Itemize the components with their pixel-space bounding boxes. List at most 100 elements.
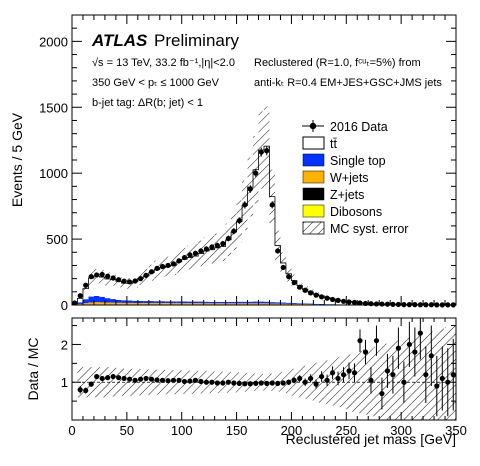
legend-item-ttbar: tt̄ xyxy=(302,136,337,151)
ratio-point xyxy=(83,387,89,394)
ratio-point xyxy=(148,376,155,382)
bar-w-jets xyxy=(110,302,116,305)
bar-w-jets xyxy=(269,303,275,305)
ratio-point xyxy=(390,372,396,378)
bar-single-top xyxy=(198,301,204,304)
bar-ttbar xyxy=(285,273,292,303)
ratio-point xyxy=(105,375,111,381)
bar-w-jets xyxy=(274,303,281,305)
bar-ttbar xyxy=(159,267,166,302)
ratio-point xyxy=(214,380,220,386)
bar-single-top xyxy=(170,301,177,304)
bar-w-jets xyxy=(99,302,105,305)
bar-single-top xyxy=(307,303,314,305)
ratio-band-bin xyxy=(417,334,424,420)
bar-w-jets xyxy=(307,304,314,305)
data-point xyxy=(335,297,341,303)
ratio-band-bin xyxy=(362,349,369,415)
jets-label: anti-kₜ R=0.4 EM+JES+GSC+JMS jets xyxy=(254,77,442,89)
data-point xyxy=(297,284,303,290)
data-point xyxy=(280,264,286,271)
bar-w-jets xyxy=(247,303,254,305)
ratio-point xyxy=(357,338,363,344)
bar-single-top xyxy=(296,303,303,305)
data-point xyxy=(236,218,242,224)
ratio-point xyxy=(121,375,127,382)
legend: 2016 Data tt̄ Single top W+jets Z+jets D… xyxy=(302,120,408,236)
bar-single-top xyxy=(93,295,100,303)
ratio-point xyxy=(225,379,231,385)
data-point xyxy=(286,274,292,280)
legend-data-marker-icon xyxy=(309,122,317,130)
bar-single-top xyxy=(209,301,215,304)
data-point xyxy=(242,202,248,208)
data-point xyxy=(313,292,319,298)
data-point xyxy=(165,262,171,269)
bar-single-top xyxy=(285,302,292,304)
ratio-y-tick-label: 2 xyxy=(61,337,68,352)
bar-ttbar xyxy=(104,279,111,299)
bar-w-jets xyxy=(176,303,182,305)
bar-w-jets xyxy=(137,303,144,305)
data-point xyxy=(105,273,111,279)
data-point xyxy=(121,278,127,284)
ratio-point xyxy=(242,381,248,387)
bar-w-jets xyxy=(291,303,297,305)
bar-w-jets xyxy=(198,303,204,305)
bar-ttbar xyxy=(236,221,243,302)
bar-w-jets xyxy=(104,302,111,305)
data-point xyxy=(253,170,259,176)
bar-w-jets xyxy=(302,304,308,305)
ratio-point xyxy=(324,377,330,383)
ratio-point xyxy=(88,381,94,387)
bar-single-top xyxy=(88,296,94,303)
bar-ttbar xyxy=(269,196,275,303)
bar-w-jets xyxy=(148,303,155,305)
bar-ttbar xyxy=(318,296,325,304)
bar-w-jets xyxy=(93,302,100,305)
ratio-point xyxy=(379,390,385,397)
bar-w-jets xyxy=(258,303,264,305)
ratio-point xyxy=(286,379,292,385)
bar-ttbar xyxy=(148,272,155,302)
bar-w-jets xyxy=(88,302,94,305)
ratio-band-bin xyxy=(148,369,155,396)
data-point xyxy=(302,287,308,293)
ratio-band-bin xyxy=(93,367,100,398)
mc-syst-band-bin xyxy=(192,243,199,269)
x-axis-label: Reclustered jet mass [GeV] xyxy=(286,431,456,447)
bar-w-jets xyxy=(296,304,303,305)
bar-single-top xyxy=(269,302,275,304)
data-point xyxy=(324,295,330,301)
bar-w-jets xyxy=(231,303,237,305)
ratio-point xyxy=(269,380,275,386)
legend-item-wjets: W+jets xyxy=(302,170,369,185)
data-point xyxy=(225,235,231,242)
bar-w-jets xyxy=(242,303,248,305)
ratio-band-bin xyxy=(137,369,144,396)
data-point xyxy=(77,293,83,299)
bar-ttbar xyxy=(82,288,89,300)
data-point xyxy=(94,272,100,278)
data-point xyxy=(395,301,401,308)
main-y-tick-label: 1500 xyxy=(39,100,68,115)
bar-ttbar xyxy=(170,265,177,302)
btag-label: b-jet tag: ΔR(b; jet) < 1 xyxy=(92,97,203,109)
preliminary-label: Preliminary xyxy=(154,31,240,50)
bar-w-jets xyxy=(264,303,270,305)
data-points xyxy=(72,146,456,308)
data-point xyxy=(368,301,374,307)
legend-item-dibosons: Dibosons xyxy=(302,204,382,219)
bar-ttbar xyxy=(264,146,270,302)
bar-ttbar xyxy=(181,259,188,302)
ratio-point xyxy=(99,375,105,382)
bar-single-top xyxy=(99,296,105,303)
bar-ttbar xyxy=(187,257,193,302)
ratio-point xyxy=(209,379,215,385)
ratio-point xyxy=(198,378,204,385)
bar-w-jets xyxy=(280,303,286,305)
bar-w-jets xyxy=(126,302,133,305)
bar-single-top xyxy=(220,301,226,304)
data-point xyxy=(247,186,253,192)
x-tick-label: 0 xyxy=(68,423,75,438)
